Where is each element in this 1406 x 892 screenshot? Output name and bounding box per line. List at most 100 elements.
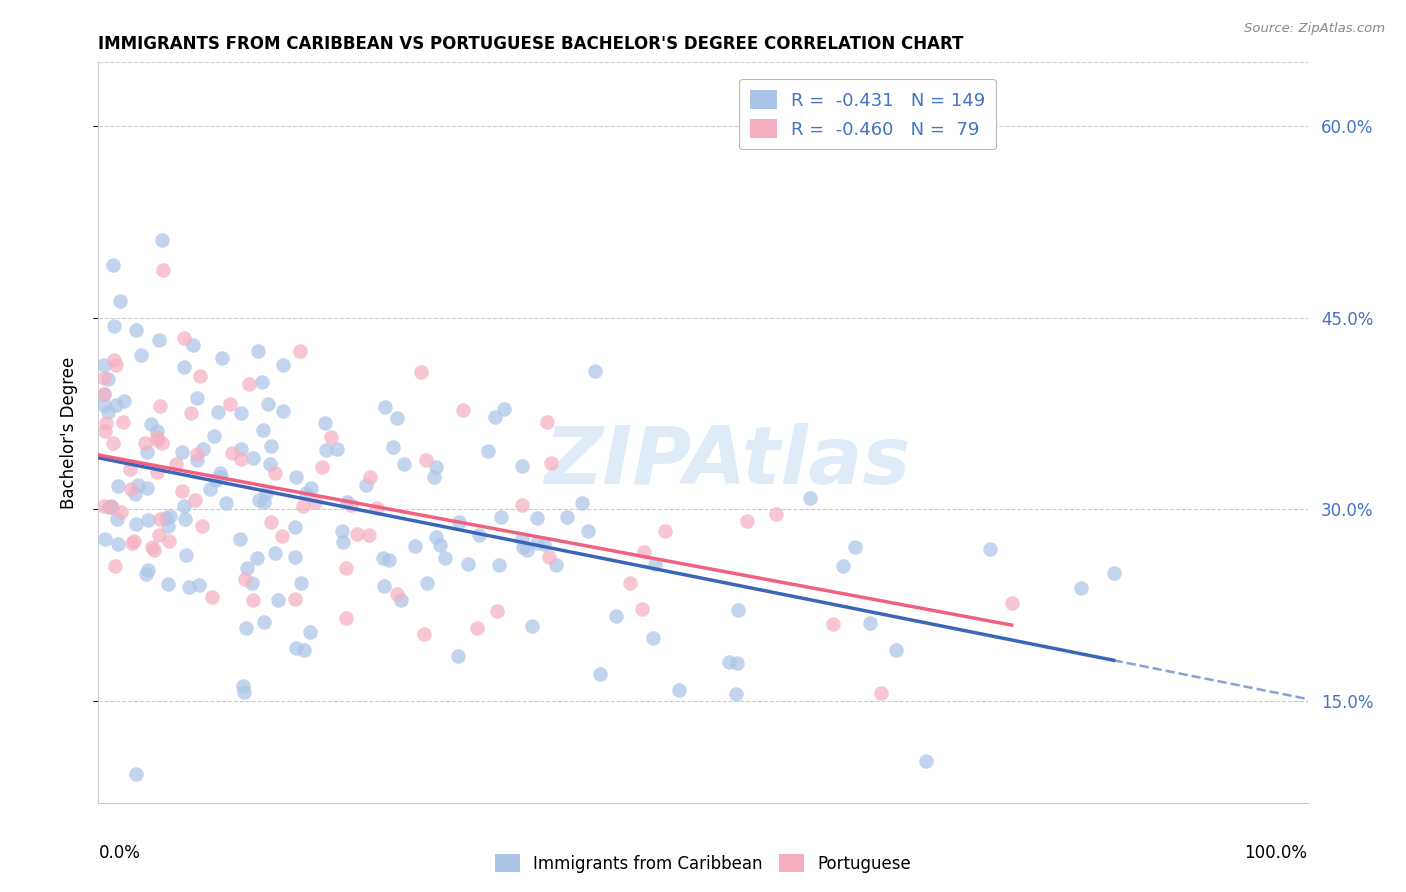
Point <box>186 447 208 461</box>
Point <box>152 263 174 277</box>
Point <box>247 344 270 359</box>
Point <box>512 540 534 554</box>
Point <box>155 511 177 525</box>
Point <box>631 602 654 616</box>
Point <box>149 399 172 413</box>
Point <box>870 686 893 700</box>
Point <box>229 452 252 467</box>
Point <box>526 536 548 550</box>
Point <box>104 558 127 573</box>
Point <box>172 484 194 499</box>
Point <box>200 482 222 496</box>
Point <box>148 528 170 542</box>
Point <box>304 495 326 509</box>
Point <box>457 557 479 571</box>
Point <box>202 428 225 442</box>
Point <box>465 621 488 635</box>
Point <box>254 486 277 500</box>
Point <box>176 548 198 562</box>
Point <box>110 505 132 519</box>
Point <box>211 351 233 366</box>
Point <box>292 643 315 657</box>
Point <box>186 392 208 406</box>
Point <box>270 529 292 543</box>
Point <box>183 337 205 351</box>
Point <box>1070 581 1092 595</box>
Point <box>141 540 163 554</box>
Point <box>859 615 882 630</box>
Point <box>290 344 312 359</box>
Point <box>540 456 562 470</box>
Point <box>374 400 396 414</box>
Point <box>159 509 181 524</box>
Point <box>253 495 276 509</box>
Point <box>385 587 408 601</box>
Point <box>124 487 146 501</box>
Point <box>619 575 641 590</box>
Point <box>536 415 558 429</box>
Point <box>101 436 124 450</box>
Point <box>253 615 276 630</box>
Point <box>245 551 267 566</box>
Point <box>433 550 456 565</box>
Point <box>122 533 145 548</box>
Point <box>186 453 208 467</box>
Point <box>332 535 354 549</box>
Point <box>339 498 361 512</box>
Point <box>108 294 131 309</box>
Point <box>404 539 426 553</box>
Point <box>915 755 938 769</box>
Point <box>211 469 233 483</box>
Point <box>425 460 447 475</box>
Point <box>219 397 242 411</box>
Point <box>725 657 748 671</box>
Point <box>240 575 263 590</box>
Point <box>346 527 368 541</box>
Point <box>267 593 290 607</box>
Point <box>314 416 336 430</box>
Point <box>208 467 231 481</box>
Point <box>546 558 568 572</box>
Point <box>187 578 209 592</box>
Point <box>170 445 193 459</box>
Point <box>103 318 125 333</box>
Point <box>120 483 142 497</box>
Point <box>191 442 214 456</box>
Point <box>188 369 211 384</box>
Point <box>633 545 655 559</box>
Point <box>136 513 159 527</box>
Point <box>425 530 447 544</box>
Point <box>298 625 321 640</box>
Point <box>315 442 337 457</box>
Point <box>157 577 180 591</box>
Point <box>98 500 121 514</box>
Point <box>101 258 124 272</box>
Point <box>284 641 307 656</box>
Point <box>184 492 207 507</box>
Point <box>381 440 404 454</box>
Point <box>125 516 148 531</box>
Point <box>100 499 122 513</box>
Point <box>387 411 409 425</box>
Point <box>727 603 749 617</box>
Point <box>284 549 307 564</box>
Point <box>107 536 129 550</box>
Point <box>510 532 533 546</box>
Point <box>150 435 173 450</box>
Point <box>516 542 538 557</box>
Point <box>229 533 252 547</box>
Point <box>135 567 157 582</box>
Point <box>295 486 318 500</box>
Point <box>125 323 148 337</box>
Text: IMMIGRANTS FROM CARIBBEAN VS PORTUGUESE BACHELOR'S DEGREE CORRELATION CHART: IMMIGRANTS FROM CARIBBEAN VS PORTUGUESE … <box>98 35 963 53</box>
Point <box>136 563 159 577</box>
Point <box>290 576 312 591</box>
Point <box>260 515 283 529</box>
Point <box>485 604 508 618</box>
Point <box>173 499 195 513</box>
Point <box>311 459 333 474</box>
Point <box>264 467 287 481</box>
Point <box>250 375 273 389</box>
Point <box>165 457 187 471</box>
Point <box>884 642 907 657</box>
